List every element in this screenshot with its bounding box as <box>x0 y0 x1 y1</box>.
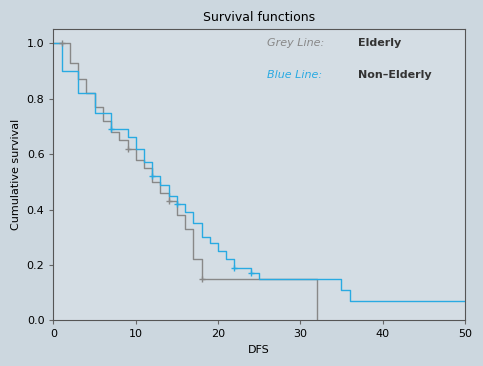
Text: Non–Elderly: Non–Elderly <box>358 70 431 80</box>
X-axis label: DFS: DFS <box>248 345 270 355</box>
Y-axis label: Cumulative survival: Cumulative survival <box>11 119 21 231</box>
Text: Elderly: Elderly <box>358 38 401 48</box>
Text: Grey Line:: Grey Line: <box>268 38 328 48</box>
Text: Blue Line:: Blue Line: <box>268 70 326 80</box>
Title: Survival functions: Survival functions <box>203 11 315 24</box>
